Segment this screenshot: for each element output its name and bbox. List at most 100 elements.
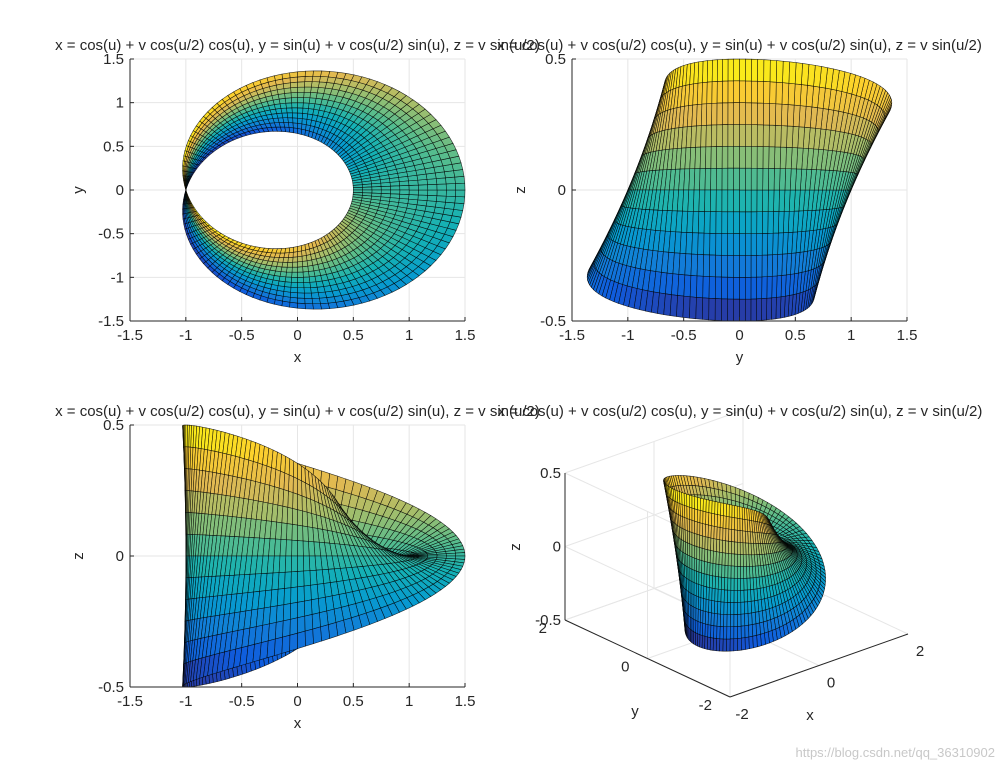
surface-patch <box>757 102 764 126</box>
y-axis-label: z <box>70 552 87 560</box>
surface-patch <box>282 117 289 123</box>
surface-patch <box>702 275 710 299</box>
surface-patch <box>706 59 713 83</box>
surface-patch <box>286 107 293 114</box>
surface-patch <box>282 619 291 638</box>
surface-patch <box>316 87 326 94</box>
surface-patch <box>426 195 438 202</box>
y-tick-label: 1 <box>116 95 124 112</box>
surface-patch <box>756 189 763 213</box>
surface-patch <box>710 189 717 212</box>
subplot-1: -1.5 -1 -0.5 0 0.5 1 1.5-1.5-1-0.500.511.5xyx … <box>55 37 540 366</box>
surface-patch <box>408 184 419 191</box>
x-tick-label: 0 <box>293 327 301 344</box>
surface-patch <box>320 70 331 78</box>
surface-patch <box>389 181 401 187</box>
surface-patch <box>286 266 293 273</box>
surface-patch <box>716 146 723 169</box>
surface-patch <box>445 195 456 204</box>
y-tick-label: -0.5 <box>540 313 566 330</box>
surface-patch <box>721 167 729 191</box>
surface-patch <box>317 81 328 89</box>
surface-patch <box>762 189 769 212</box>
surface-patch <box>285 271 293 278</box>
surface-patch <box>297 245 302 252</box>
surface-patch <box>727 298 734 322</box>
surface-patch <box>291 276 298 283</box>
surface-patch <box>302 510 309 528</box>
surface-patch <box>297 585 305 603</box>
surface-patch <box>771 297 777 320</box>
surface-patch <box>762 124 770 147</box>
surface-patch <box>706 103 713 126</box>
surface-patch <box>775 103 783 126</box>
surface-patch <box>697 211 705 234</box>
surface-patch <box>706 81 713 105</box>
surface-patch <box>284 276 292 283</box>
x-tick-label: -1 <box>179 693 192 710</box>
surface-patch <box>297 102 304 109</box>
surface-patch <box>689 296 697 320</box>
surface-patch <box>704 189 711 212</box>
y-tick-label: -0.5 <box>98 226 124 243</box>
surface-patch <box>297 297 306 304</box>
surface-patch <box>455 189 466 198</box>
surface-patch <box>694 146 701 169</box>
surface-patch <box>676 295 685 318</box>
surface-patch <box>766 297 773 321</box>
surface-patch <box>695 297 704 320</box>
surface-patch <box>290 291 298 299</box>
surface-patch <box>739 146 746 169</box>
surface-patch <box>275 620 284 640</box>
surface-patch <box>312 303 322 310</box>
surface-patch <box>776 253 783 277</box>
surface-patch <box>304 628 314 647</box>
surface-patch <box>767 189 775 212</box>
surface-patch <box>696 275 704 299</box>
surface-patch <box>773 168 781 191</box>
x-tick-label: 0 <box>735 327 743 344</box>
x-tick-label: 0 <box>293 693 301 710</box>
surface-patch <box>778 189 786 212</box>
surface-patch <box>709 233 717 256</box>
surface-patch <box>716 124 723 147</box>
surface-patch <box>771 254 778 277</box>
surface-patch <box>182 170 184 177</box>
surface-patch <box>311 81 320 88</box>
surface-patch <box>727 146 734 169</box>
surface-patch <box>297 86 305 93</box>
surface-patch <box>289 632 298 652</box>
surface-patch <box>727 58 735 82</box>
surface-patch <box>715 254 722 278</box>
surface-patch <box>297 112 303 119</box>
surface-patch <box>739 80 746 103</box>
surface-patch <box>721 146 729 169</box>
surface-patch <box>291 107 298 114</box>
surface-patch <box>380 182 391 187</box>
surface-patch <box>274 636 283 656</box>
surface-patch <box>771 275 778 299</box>
surface-patch <box>745 255 752 278</box>
x-tick-label: 0.5 <box>343 693 364 710</box>
surface-patch <box>693 189 700 212</box>
surface-patch <box>739 124 746 147</box>
surface-patch <box>291 271 298 278</box>
surface-patch <box>766 275 773 299</box>
surface-patch <box>705 146 712 169</box>
y-tick-label: -1.5 <box>98 313 124 330</box>
surface-patch <box>297 292 306 299</box>
surface-patch <box>297 91 305 98</box>
surface-patch <box>290 281 298 288</box>
surface-patch <box>739 58 746 82</box>
surface-patch <box>297 70 306 78</box>
surface-patch <box>756 233 763 256</box>
surface-patch <box>288 127 294 134</box>
surface-patch <box>297 287 305 294</box>
surface-patch <box>285 102 293 109</box>
surface-patch <box>777 232 784 255</box>
surface-patch <box>739 298 746 322</box>
surface-patch <box>750 146 758 169</box>
surface-patch <box>453 202 465 211</box>
surface-patch <box>304 81 313 88</box>
surface-patch <box>722 102 729 125</box>
